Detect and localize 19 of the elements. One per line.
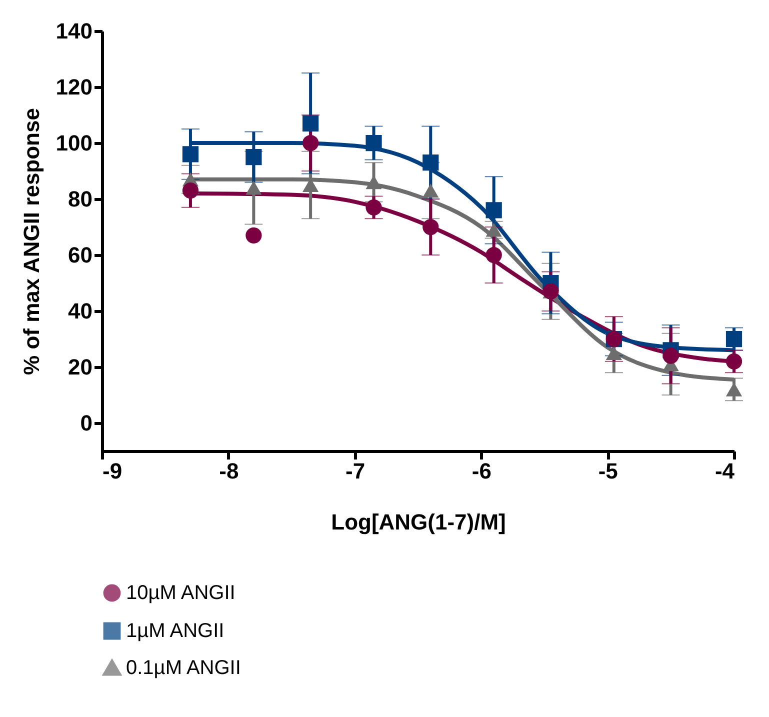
y-tick-label: 120 — [56, 74, 92, 100]
x-tick-label: -6 — [472, 458, 492, 484]
y-tick-label: 0 — [80, 410, 92, 436]
legend-label: 1µM ANGII — [126, 620, 224, 642]
y-tick-label: 60 — [68, 242, 92, 268]
y-axis-title: % of max ANGII response — [18, 108, 44, 375]
x-tick-label: -4 — [714, 458, 736, 484]
y-tick-label: 20 — [68, 354, 92, 380]
y-tick-label: 40 — [68, 298, 92, 324]
x-tick-label: -9 — [102, 458, 122, 484]
x-tick-label: -5 — [598, 458, 618, 484]
x-axis-title: Log[ANG(1-7)/M] — [331, 510, 506, 534]
x-tick-label: -7 — [346, 458, 366, 484]
y-tick-label: 100 — [56, 130, 92, 156]
x-tick-label: -8 — [219, 458, 239, 484]
legend-label: 10µM ANGII — [126, 582, 236, 604]
y-tick-label: 80 — [68, 186, 92, 212]
y-tick-label: 140 — [56, 18, 92, 44]
legend-label: 0.1µM ANGII — [126, 657, 241, 679]
